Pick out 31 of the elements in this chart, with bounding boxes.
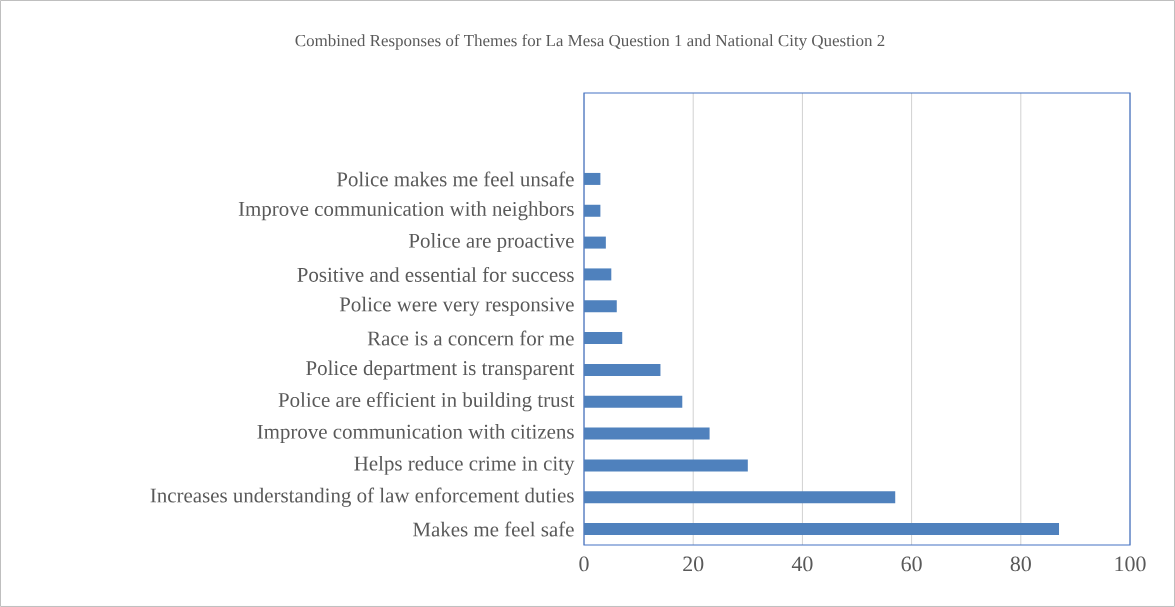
bar: [584, 427, 710, 440]
x-tick-label: 80: [1010, 556, 1031, 572]
bar: [584, 332, 623, 345]
bar: [584, 268, 612, 281]
y-tick-label: Police were very responsive: [339, 296, 574, 316]
bar: [584, 395, 683, 408]
x-tick-label: 60: [901, 556, 922, 572]
x-tick-label: 0: [579, 556, 589, 572]
y-tick-label: Police are proactive: [408, 233, 574, 253]
bar: [584, 523, 1060, 536]
bar: [584, 300, 617, 313]
y-tick-label: Helps reduce crime in city: [354, 455, 575, 475]
y-tick-label: Police are efficient in building trust: [278, 392, 575, 412]
y-tick-label: Improve communication with neighbors: [238, 201, 574, 221]
y-tick-label: Race is a concern for me: [367, 330, 574, 346]
bar: [584, 172, 601, 185]
y-tick-label: Increases understanding of law enforcement duties: [150, 487, 574, 507]
x-tick-label: 100: [1115, 556, 1146, 572]
bar: [584, 204, 601, 217]
bar: [584, 491, 896, 504]
chart-title: Combined Responses of Themes for La Mesa Question 1 and National City Question 2: [295, 34, 885, 50]
bar: [584, 459, 748, 472]
bar: [584, 236, 606, 249]
y-tick-label: Improve communication with citizens: [257, 424, 574, 444]
y-tick-label: Positive and essential for success: [297, 266, 574, 282]
x-tick-label: 40: [791, 556, 813, 572]
bar: [584, 363, 661, 376]
y-tick-label: Police department is transparent: [306, 360, 575, 380]
y-tick-label: Police makes me feel unsafe: [336, 171, 574, 187]
y-tick-label: Makes me feel safe: [413, 521, 574, 537]
x-tick-label: 20: [683, 556, 704, 572]
